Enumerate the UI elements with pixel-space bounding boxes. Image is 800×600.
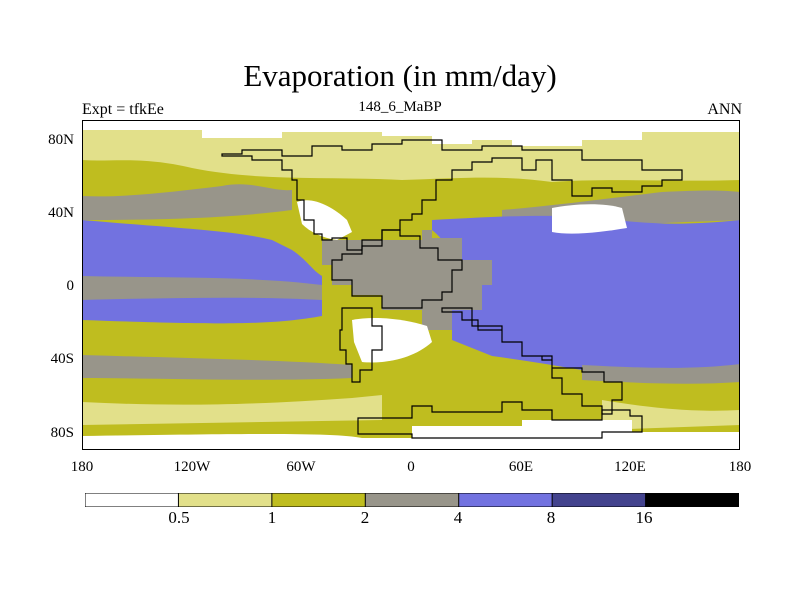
y-tick-40n: 40N: [48, 205, 74, 221]
x-tick-120e: 120E: [614, 459, 646, 475]
period-label: 148_6_MaBP: [358, 99, 442, 115]
season-label: ANN: [707, 101, 742, 118]
y-tick-80s: 80S: [50, 425, 74, 441]
colorbar-swatch: [645, 493, 739, 507]
x-tick-180w: 180: [70, 459, 94, 475]
colorbar-label-1: 1: [267, 508, 277, 527]
experiment-label: Expt = tfkEe: [82, 101, 164, 118]
south-polar-low-zone: [82, 420, 740, 450]
northern-continents-outline: [221, 139, 683, 251]
north-america-desert: [297, 200, 352, 240]
central-asia-desert: [552, 204, 627, 234]
colorbar-label-0.5: 0.5: [168, 508, 190, 527]
colorbar-label-4: 4: [453, 508, 463, 527]
north-africa-gray: [322, 230, 492, 330]
y-tick-0: 0: [66, 278, 75, 294]
south-indian-gray: [582, 364, 740, 384]
south-light-belt-east: [602, 400, 740, 430]
map-title: Evaporation (in mm/day): [243, 58, 557, 93]
x-tick-120w: 120W: [173, 459, 211, 475]
colorbar-label-16: 16: [635, 508, 653, 527]
y-tick-40s: 40S: [50, 351, 74, 367]
x-tick-60e: 60E: [508, 459, 534, 475]
colorbar-label-2: 2: [360, 508, 370, 527]
x-tick-180e: 180: [728, 459, 752, 475]
indo-pacific-tropics: [432, 215, 740, 376]
north-pacific-gray: [82, 184, 292, 220]
south-america-outline: [339, 307, 383, 383]
x-tick-0: 0: [407, 459, 415, 475]
colorbar-swatch: [551, 493, 647, 507]
india-australia-outline: [441, 307, 623, 415]
colorbar-swatch: [458, 493, 554, 507]
map-border: [82, 120, 740, 450]
colorbar-label-8: 8: [546, 508, 556, 527]
colorbar-swatch: [271, 493, 367, 507]
south-pacific-gray: [82, 355, 352, 380]
map-svg: [82, 120, 740, 450]
colorbar: [85, 493, 739, 507]
equatorial-pacific-gray: [82, 276, 322, 300]
colorbar-svg: [85, 493, 739, 507]
colorbar-swatch: [177, 493, 273, 507]
south-light-belt-west: [82, 395, 382, 425]
x-tick-60w: 60W: [286, 459, 316, 475]
colorbar-swatch: [364, 493, 460, 507]
coastlines: [221, 139, 683, 439]
north-light-belt: [82, 130, 740, 182]
antarctica-outline: [357, 401, 643, 439]
north-polar-low-zone: [82, 120, 740, 146]
africa-outline: [331, 229, 463, 309]
evaporation-map: [82, 120, 740, 450]
y-tick-80n: 80N: [48, 132, 74, 148]
colorbar-swatch: [85, 493, 180, 507]
